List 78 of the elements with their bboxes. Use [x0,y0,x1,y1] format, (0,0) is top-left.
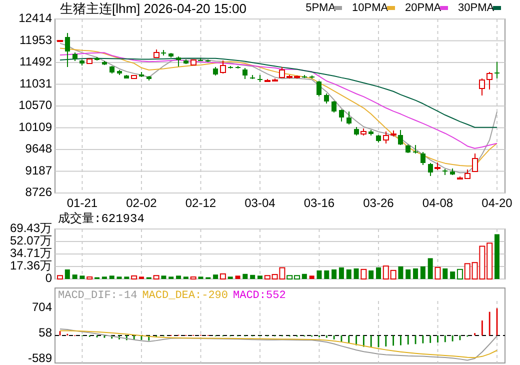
bar [72,274,78,279]
text: MACD_DIF:-14 [58,290,138,302]
y-tick-label: 11492 [20,54,52,69]
bar [398,266,404,279]
bar [450,272,456,279]
bar [176,276,182,279]
bar [346,269,352,279]
bar [109,276,114,279]
y-tick-label: 10570 [18,98,52,112]
y-tick-label: 11031 [20,76,52,90]
text: MACD_DEA:-290 [142,290,228,302]
x-tick-label: 04-08 [422,196,454,210]
x-tick-label: 03-04 [244,196,276,210]
x-tick-label: 03-26 [363,196,394,210]
legend-label: 20PMA [405,2,442,14]
candlestick [324,93,330,104]
x-tick-label: 03-16 [304,196,335,210]
x-tick-label: 01-21 [66,196,98,210]
bar [161,276,166,279]
candlestick [338,108,344,122]
bar [413,268,418,279]
x-tick-label: 02-12 [185,196,216,210]
candlestick [316,80,322,98]
annotation: MACD:552 [233,290,286,302]
bar [213,274,218,279]
bar [309,276,314,279]
bar [368,270,374,279]
legend-label: 30PMA [458,2,495,14]
bar [494,234,500,279]
legend-label: 5PMA [306,2,336,14]
y-tick-label: 9648 [25,142,52,156]
candlestick [332,100,337,114]
x-tick-label: 04-20 [482,196,513,210]
y-tick-label: 52.07万 [10,234,52,248]
line-series [60,52,498,149]
y-tick-label: 0 [45,271,52,286]
y-tick-label: 9187 [25,163,52,178]
candlestick [428,162,433,176]
bar [302,274,307,279]
y-tick-label: 58 [38,325,52,340]
bar [354,268,359,279]
candlestick [346,111,352,125]
bar [420,266,426,279]
bar [242,274,248,279]
candlestick [472,152,478,173]
bar [428,258,433,279]
chart-title: 成交量:621934 [58,211,144,226]
y-tick-label: -589 [28,350,52,365]
y-tick-label: 12414 [18,11,52,26]
candlestick [242,67,248,80]
y-tick-label: 34.71万 [10,246,52,260]
y-tick-label: 704 [32,300,52,314]
bar [257,276,262,279]
candlestick [398,130,404,146]
bar [338,267,344,279]
bar [324,270,330,279]
y-tick-label: 8726 [25,185,52,200]
bar [376,267,381,279]
bar [80,276,85,279]
candlestick [64,32,70,68]
bar [250,274,256,279]
y-tick-label: 69.43万 [10,221,52,236]
y-tick-label: 10109 [18,120,52,134]
y-tick-label: 17.36万 [10,258,52,273]
legend-label: 10PMA [352,2,389,14]
x-tick-label: 02-02 [126,196,158,210]
candlestick [420,152,426,166]
bar [235,276,240,279]
candlestick [494,62,500,79]
candlestick [176,56,182,68]
bar [332,269,337,279]
bar [64,269,70,279]
chart-title: 生猪主连[lhm] 2026-04-20 15:00 [60,1,246,16]
y-tick-label: 11953 [20,32,52,47]
bar [442,268,448,279]
candlestick [220,60,226,74]
bar [316,270,322,279]
bar [406,269,411,279]
